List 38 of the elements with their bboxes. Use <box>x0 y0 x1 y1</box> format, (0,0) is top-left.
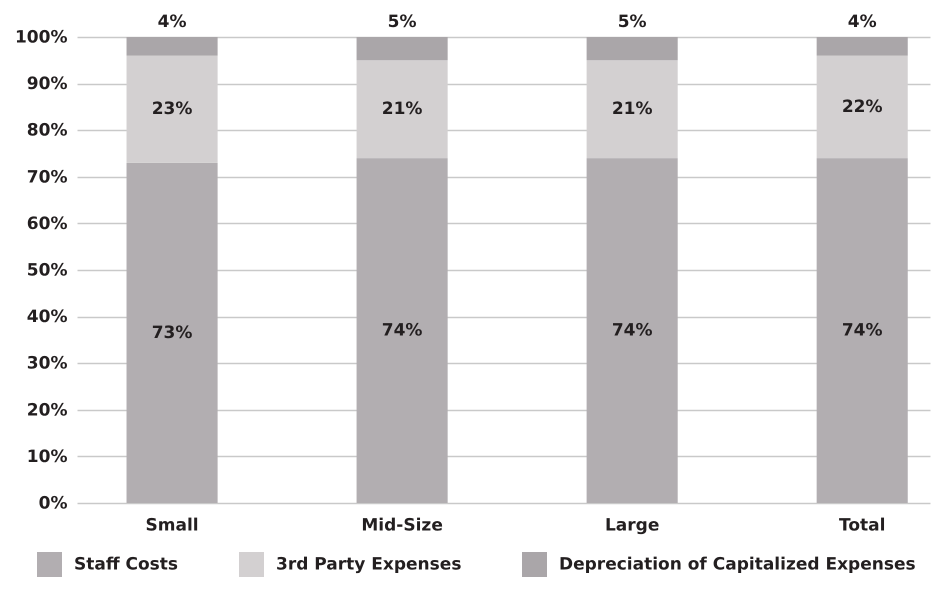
x-tick-label: Small <box>146 516 199 536</box>
y-tick-label: 10% <box>26 446 68 467</box>
data-label: 74% <box>842 320 883 341</box>
bar <box>356 37 448 60</box>
data-label: 5% <box>388 12 417 32</box>
data-label: 74% <box>382 320 422 341</box>
legend-label: Staff Costs <box>74 554 178 574</box>
legend-label: 3rd Party Expenses <box>276 554 462 574</box>
bar <box>586 158 678 503</box>
x-tick-label: Large <box>604 516 660 536</box>
data-label: 74% <box>612 320 653 341</box>
y-tick-label: 70% <box>26 167 68 188</box>
x-tick-label: Total <box>838 516 886 536</box>
data-label: 21% <box>382 99 422 120</box>
y-tick-label: 40% <box>26 307 68 328</box>
y-tick-label: 100% <box>14 28 68 48</box>
data-label: 23% <box>152 99 192 120</box>
bar <box>586 37 678 60</box>
bar <box>816 37 908 56</box>
data-label: 22% <box>842 96 883 117</box>
bar <box>356 158 448 503</box>
data-label: 5% <box>618 12 647 32</box>
bar <box>126 37 218 56</box>
y-tick-label: 0% <box>38 494 68 514</box>
y-tick-label: 60% <box>26 214 68 234</box>
y-tick-label: 50% <box>26 260 68 280</box>
y-tick-label: 90% <box>26 74 68 94</box>
y-tick-label: 80% <box>26 120 68 141</box>
x-tick-label: Mid-Size <box>361 516 443 536</box>
legend-label: Depreciation of Capitalized Expenses <box>559 554 916 574</box>
data-label: 73% <box>152 322 192 343</box>
y-tick-label: 20% <box>26 400 68 420</box>
bar <box>126 162 218 503</box>
data-label: 4% <box>158 12 187 32</box>
bar <box>816 158 908 503</box>
data-label: 21% <box>612 99 653 120</box>
y-tick-label: 30% <box>26 354 68 374</box>
data-label: 4% <box>848 12 877 32</box>
